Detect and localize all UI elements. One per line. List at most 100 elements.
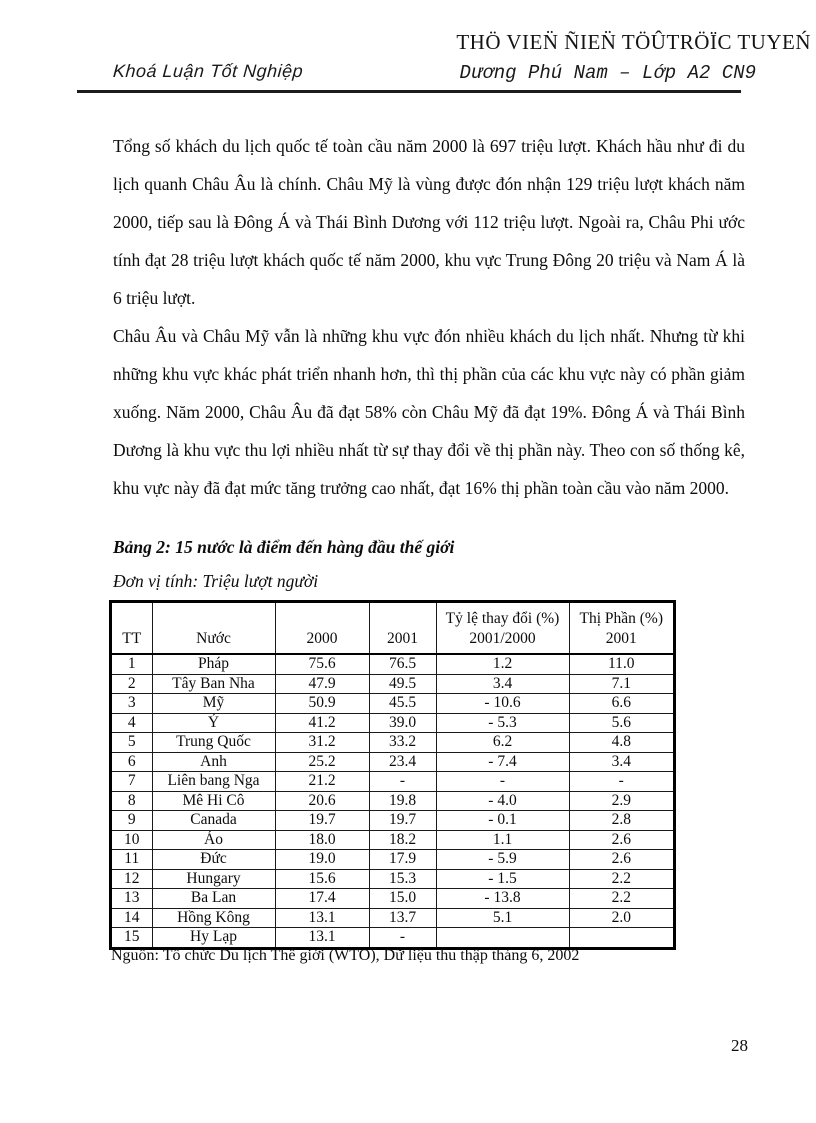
table-cell: 19.7: [274, 810, 370, 831]
table-row: 14 Hồng Kông 13.1 13.7 5.1 2.0: [110, 907, 675, 928]
body-text: Tổng số khách du lịch quốc tế toàn cầu n…: [113, 127, 745, 507]
table-cell: Trung Quốc: [151, 732, 276, 753]
table-cell: Hồng Kông: [151, 907, 276, 928]
table-cell: 13.1: [274, 907, 370, 928]
table-row: 3 Mỹ 50.9 45.5- 10.6 6.6: [110, 693, 675, 714]
table-cell: - 5.3: [435, 712, 570, 733]
table-cell: Áo: [151, 829, 276, 850]
running-header-thesis-title: Khoá Luận Tốt Nghiệp: [112, 61, 304, 81]
table-cell: Ba Lan: [151, 888, 276, 909]
table-cell: 6: [110, 751, 153, 772]
table-cell: 75.6: [274, 653, 370, 675]
table-cell: 39.0: [368, 712, 437, 733]
table-cell: 1: [110, 653, 153, 675]
table-row: 8 Mê Hi Cô 20.6 19.8- 4.0 2.9: [110, 790, 675, 811]
table-cell: 15.0: [368, 888, 437, 909]
table-cell: 18.0: [274, 829, 370, 850]
table-cell: - 13.8: [435, 888, 570, 909]
table-cell: 7.1: [568, 673, 675, 694]
table-row: 2 Tây Ban Nha 47.9 49.5 3.4 7.1: [110, 673, 675, 694]
table-cell: 15.6: [274, 868, 370, 889]
table-row: 1 Pháp 75.6 76.5 1.2 11.0: [110, 653, 675, 675]
table-cell: 21.2: [274, 771, 370, 792]
table-cell: 11.0: [568, 653, 675, 675]
table-cell: 19.8: [368, 790, 437, 811]
table-cell: 3.4: [435, 673, 570, 694]
table-cell: 17.4: [274, 888, 370, 909]
table-row: 4 Ý 41.2 39.0- 5.3 5.6: [110, 712, 675, 733]
table-cell: 18.2: [368, 829, 437, 850]
table-header-cell: Tỷ lệ thay đổi (%) 2001/2000: [435, 601, 570, 655]
page-number: 28: [731, 1036, 748, 1055]
running-header-author: Dương Phú Nam – Lớp A2 CN9: [459, 62, 756, 84]
table-cell: 13.1: [274, 927, 370, 948]
table-cell: -: [568, 771, 675, 792]
table-cell: -: [435, 771, 570, 792]
table-cell: 47.9: [274, 673, 370, 694]
table-cell: 12: [110, 868, 153, 889]
table-row: 12 Hungary 15.6 15.3- 1.5 2.2: [110, 868, 675, 889]
table-cell: 17.9: [368, 849, 437, 870]
table-cell: 6.2: [435, 732, 570, 753]
table-cell: [568, 927, 675, 948]
table-cell: 45.5: [368, 693, 437, 714]
table-cell: 1.2: [435, 653, 570, 675]
table-cell: 4.8: [568, 732, 675, 753]
table-cell: 13: [110, 888, 153, 909]
table-cell: 14: [110, 907, 153, 928]
table-cell: Canada: [151, 810, 276, 831]
table-row: 13 Ba Lan 17.4 15.0- 13.8 2.2: [110, 888, 675, 909]
destinations-table: TT Nước 2000 2001 Tỷ lệ thay đổi (%) 2001/200…: [109, 600, 676, 950]
table-cell: - 0.1: [435, 810, 570, 831]
table-cell: - 5.9: [435, 849, 570, 870]
table-cell: Liên bang Nga: [151, 771, 276, 792]
table-cell: 41.2: [274, 712, 370, 733]
table-cell: Pháp: [151, 653, 276, 675]
table-cell: 4: [110, 712, 153, 733]
table-header-cell: TT: [110, 601, 153, 655]
table-cell: 13.7: [368, 907, 437, 928]
table-cell: 23.4: [368, 751, 437, 772]
table-cell: - 4.0: [435, 790, 570, 811]
table-cell: [435, 927, 570, 948]
table-header-cell: 2000: [274, 601, 370, 655]
table-cell: - 1.5: [435, 868, 570, 889]
table-cell: 49.5: [368, 673, 437, 694]
table-header-cell: 2001: [368, 601, 437, 655]
table-cell: 2.2: [568, 888, 675, 909]
table-cell: Mê Hi Cô: [151, 790, 276, 811]
table-cell: 15.3: [368, 868, 437, 889]
table-cell: Anh: [151, 751, 276, 772]
table-cell: 2.2: [568, 868, 675, 889]
table-cell: 3: [110, 693, 153, 714]
table-cell: Hungary: [151, 868, 276, 889]
table-cell: 2.0: [568, 907, 675, 928]
table-cell: Hy Lạp: [151, 927, 276, 948]
table-row: 6 Anh 25.2 23.4- 7.4 3.4: [110, 751, 675, 772]
table-cell: -: [368, 927, 437, 948]
table-source-note: Nguồn: Tổ chức Du lịch Thế giới (WTO), D…: [111, 947, 580, 964]
table-cell: 20.6: [274, 790, 370, 811]
table-cell: 19.7: [368, 810, 437, 831]
table-cell: 19.0: [274, 849, 370, 870]
table-cell: 2.8: [568, 810, 675, 831]
table-cell: 3.4: [568, 751, 675, 772]
table-caption: Bảng 2: 15 nước là điểm đến hàng đầu thế…: [113, 537, 455, 557]
table-cell: 11: [110, 849, 153, 870]
table-cell: 2.9: [568, 790, 675, 811]
table-cell: 1.1: [435, 829, 570, 850]
table-cell: 5.1: [435, 907, 570, 928]
table-cell: 76.5: [368, 653, 437, 675]
table-row: 5 Trung Quốc 31.2 33.2 6.2 4.8: [110, 732, 675, 753]
table-unit-note: Đơn vị tính: Triệu lượt người: [113, 571, 319, 591]
table-cell: 33.2: [368, 732, 437, 753]
table-cell: 25.2: [274, 751, 370, 772]
table-row: 7 Liên bang Nga 21.2- - -: [110, 771, 675, 792]
table-cell: 6.6: [568, 693, 675, 714]
table-cell: 15: [110, 927, 153, 948]
paragraph: Châu Âu và Châu Mỹ vẫn là những khu vực …: [113, 326, 745, 498]
table-cell: 50.9: [274, 693, 370, 714]
table-row: 11 Đức 19.0 17.9- 5.9 2.6: [110, 849, 675, 870]
table-cell: Ý: [151, 712, 276, 733]
